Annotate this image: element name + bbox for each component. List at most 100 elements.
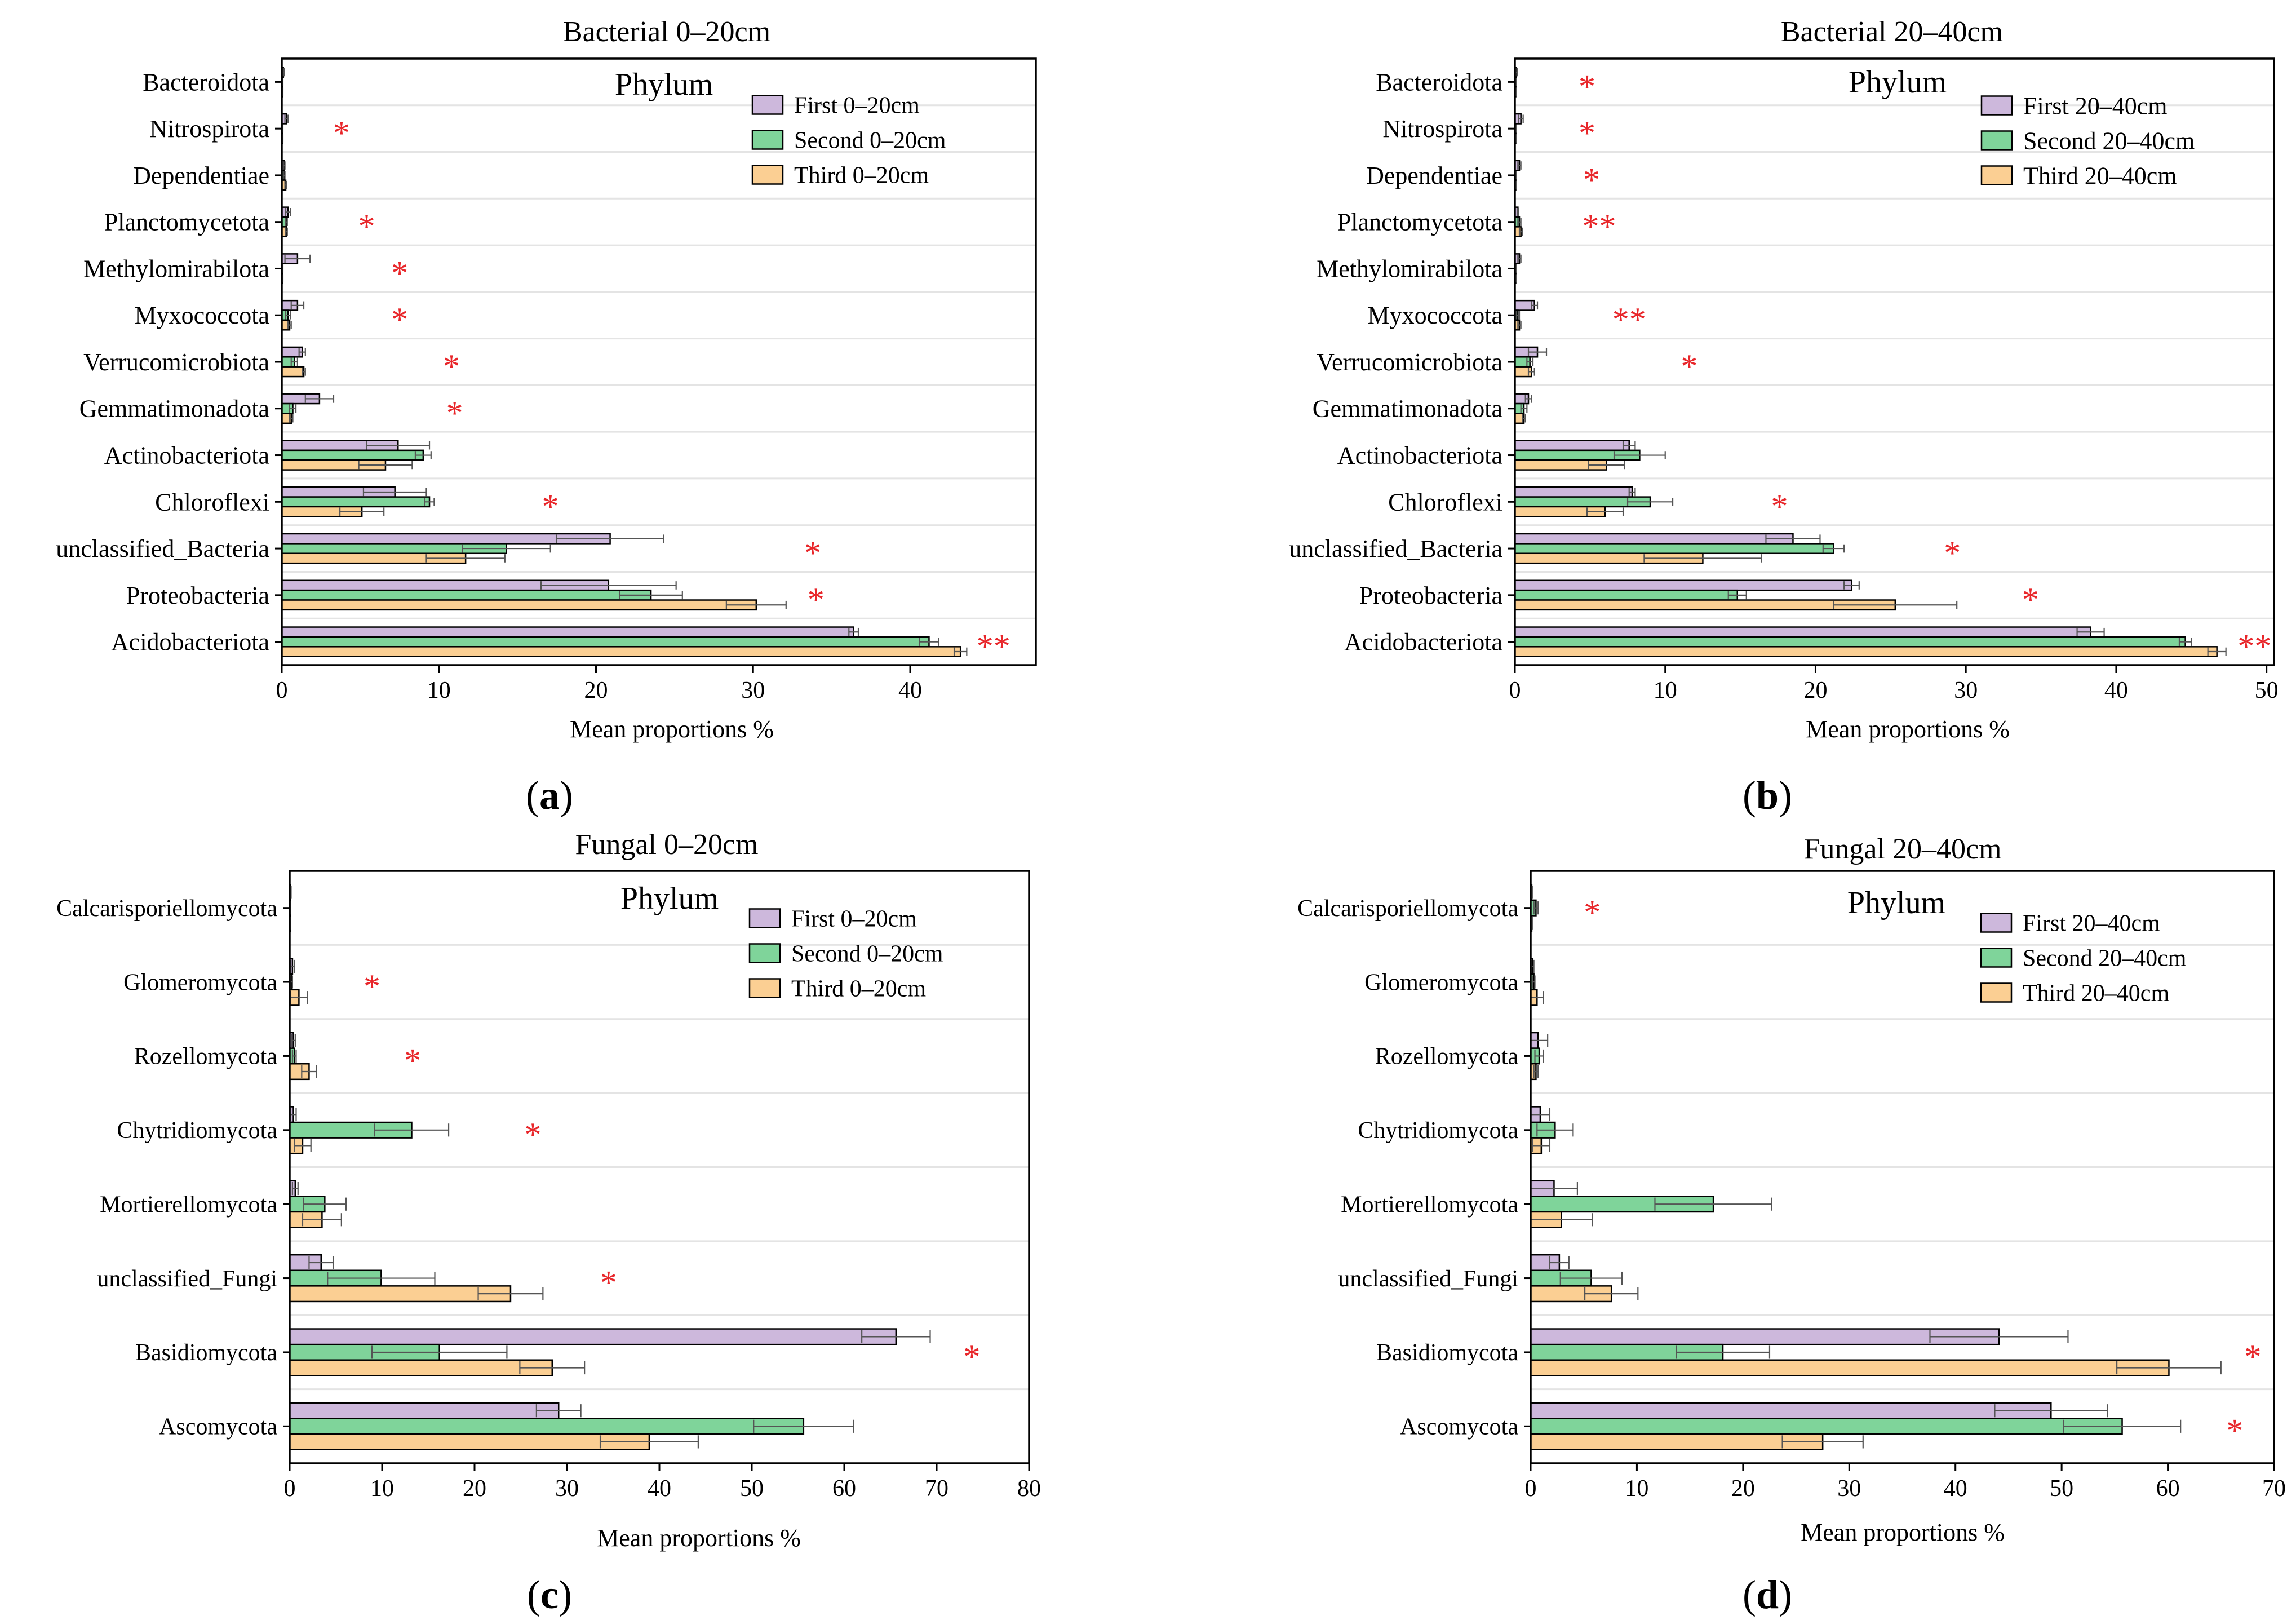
significance-star: *	[333, 114, 350, 152]
x-tick-label: 0	[1509, 678, 1521, 703]
bar	[281, 636, 930, 648]
bar	[289, 1359, 553, 1376]
y-tick-label: Basidiomycota	[135, 1340, 277, 1366]
y-tick-label: unclassified_Bacteria	[1289, 535, 1502, 563]
significance-star: *	[1944, 534, 1961, 572]
panel-label-letter: d	[1756, 1572, 1779, 1617]
legend-label: Second 0–20cm	[794, 128, 946, 154]
x-tick-label: 10	[370, 1476, 394, 1502]
x-tick-label: 0	[1525, 1476, 1537, 1502]
legend-swatch	[751, 165, 784, 185]
significance-star: *	[2022, 581, 2039, 618]
chart-title: Bacterial 0–20cm	[563, 16, 770, 48]
legend-label: First 0–20cm	[791, 906, 917, 932]
y-tick-label: Acidobacteriota	[1344, 628, 1502, 656]
y-tick-label: Chloroflexi	[1388, 488, 1502, 516]
x-tick-label: 80	[1017, 1476, 1041, 1502]
panel-label-paren: )	[1779, 773, 1792, 818]
x-tick-label: 0	[284, 1476, 296, 1502]
significance-star: *	[1583, 161, 1600, 198]
legend-swatch	[1980, 913, 2013, 933]
y-tick-label: Nitrospirota	[1382, 115, 1502, 143]
panel-label-letter: b	[1756, 773, 1779, 818]
bar	[281, 496, 431, 508]
y-tick-label: Rozellomycota	[1375, 1044, 1519, 1070]
legend-label: Third 0–20cm	[794, 163, 929, 189]
bar	[289, 1433, 650, 1450]
y-tick-label: Chloroflexi	[155, 488, 269, 516]
significance-star: **	[1612, 301, 1646, 338]
x-tick-label: 20	[584, 678, 608, 703]
y-tick-label: Methylomirabilota	[83, 255, 269, 282]
x-axis-label: Mean proportions %	[570, 715, 774, 743]
y-tick-label: Acidobacteriota	[111, 628, 269, 656]
bar	[1514, 589, 1739, 601]
x-tick-label: 10	[1625, 1476, 1648, 1502]
panel-label: (c)	[527, 1572, 572, 1617]
legend-label: Third 20–40cm	[2023, 162, 2177, 189]
panel-label-letter: a	[539, 773, 560, 818]
legend-swatch	[751, 130, 784, 150]
chart-title: Bacterial 20–40cm	[1781, 16, 2003, 48]
bar	[281, 599, 757, 611]
phylum-annotation: Phylum	[1847, 886, 1945, 920]
significance-star: *	[404, 1042, 421, 1079]
bar	[1530, 1418, 2123, 1435]
significance-star: **	[1582, 208, 1616, 245]
significance-star: *	[364, 968, 380, 1005]
legend-label: Third 0–20cm	[791, 976, 926, 1002]
y-tick-label: Chytridiomycota	[117, 1118, 277, 1144]
y-tick-label: Mortierellomycota	[1341, 1192, 1518, 1218]
legend: First 0–20cm Second 0–20cm Third 0–20cm	[748, 906, 943, 1002]
x-tick-label: 50	[2050, 1476, 2073, 1502]
phylum-annotation: Phylum	[620, 881, 719, 916]
significance-star: *	[2226, 1412, 2243, 1449]
x-tick-label: 10	[427, 678, 451, 703]
significance-star: *	[358, 208, 375, 245]
y-tick-label: unclassified_Fungi	[97, 1266, 277, 1292]
x-tick-label: 60	[2156, 1476, 2180, 1502]
significance-star: *	[808, 581, 825, 618]
bar	[1530, 1359, 2170, 1376]
significance-star: *	[1579, 68, 1595, 105]
bar	[1530, 1402, 2052, 1419]
y-tick-label: Planctomycetota	[104, 209, 269, 236]
bar	[289, 1285, 512, 1303]
x-tick-label: 0	[276, 678, 288, 703]
y-tick-label: Actinobacteriota	[104, 441, 269, 469]
y-tick-label: Myxococcota	[135, 302, 269, 329]
legend-swatch	[751, 95, 784, 115]
panel-label: (a)	[526, 773, 573, 818]
legend: First 20–40cm Second 20–40cm Third 20–40cm	[1980, 911, 2187, 1007]
significance-star: *	[542, 488, 559, 525]
panel-label-paren: (	[527, 1572, 540, 1617]
significance-star: *	[1681, 348, 1697, 385]
plot-frame	[1530, 870, 2275, 1464]
legend-swatch	[1980, 95, 2013, 116]
panel-label: (b)	[1743, 773, 1792, 818]
y-tick-label: Dependentiae	[133, 162, 269, 189]
x-axis-label: Mean proportions %	[1801, 1519, 2005, 1546]
y-tick-label: Basidiomycota	[1376, 1340, 1518, 1366]
bar	[1530, 1328, 2000, 1345]
bar	[1514, 646, 2218, 657]
y-tick-label: Rozellomycota	[134, 1044, 278, 1070]
panel-label-letter: c	[540, 1572, 559, 1617]
chart-panel-b: Bacteroidota Nitrospirota Dependentiae Plan…	[1289, 16, 2278, 818]
bar	[1514, 543, 1834, 555]
y-tick-label: Gemmatimonadota	[79, 395, 269, 423]
chart-title: Fungal 0–20cm	[575, 829, 759, 861]
y-tick-label: unclassified_Bacteria	[56, 535, 269, 563]
x-tick-label: 60	[832, 1476, 856, 1502]
significance-star: *	[524, 1116, 541, 1153]
x-tick-label: 40	[2104, 678, 2128, 703]
x-axis-label: Mean proportions %	[597, 1524, 801, 1552]
legend-label: Third 20–40cm	[2023, 981, 2169, 1007]
legend-label: First 20–40cm	[2023, 911, 2160, 937]
significance-star: *	[391, 301, 408, 338]
bar	[281, 646, 961, 657]
y-tick-label: Glomeromycota	[1364, 970, 1518, 995]
x-tick-label: 40	[898, 678, 922, 703]
panel-label-paren: )	[559, 1572, 572, 1617]
y-tick-label: Verrucomicrobiota	[83, 348, 269, 376]
